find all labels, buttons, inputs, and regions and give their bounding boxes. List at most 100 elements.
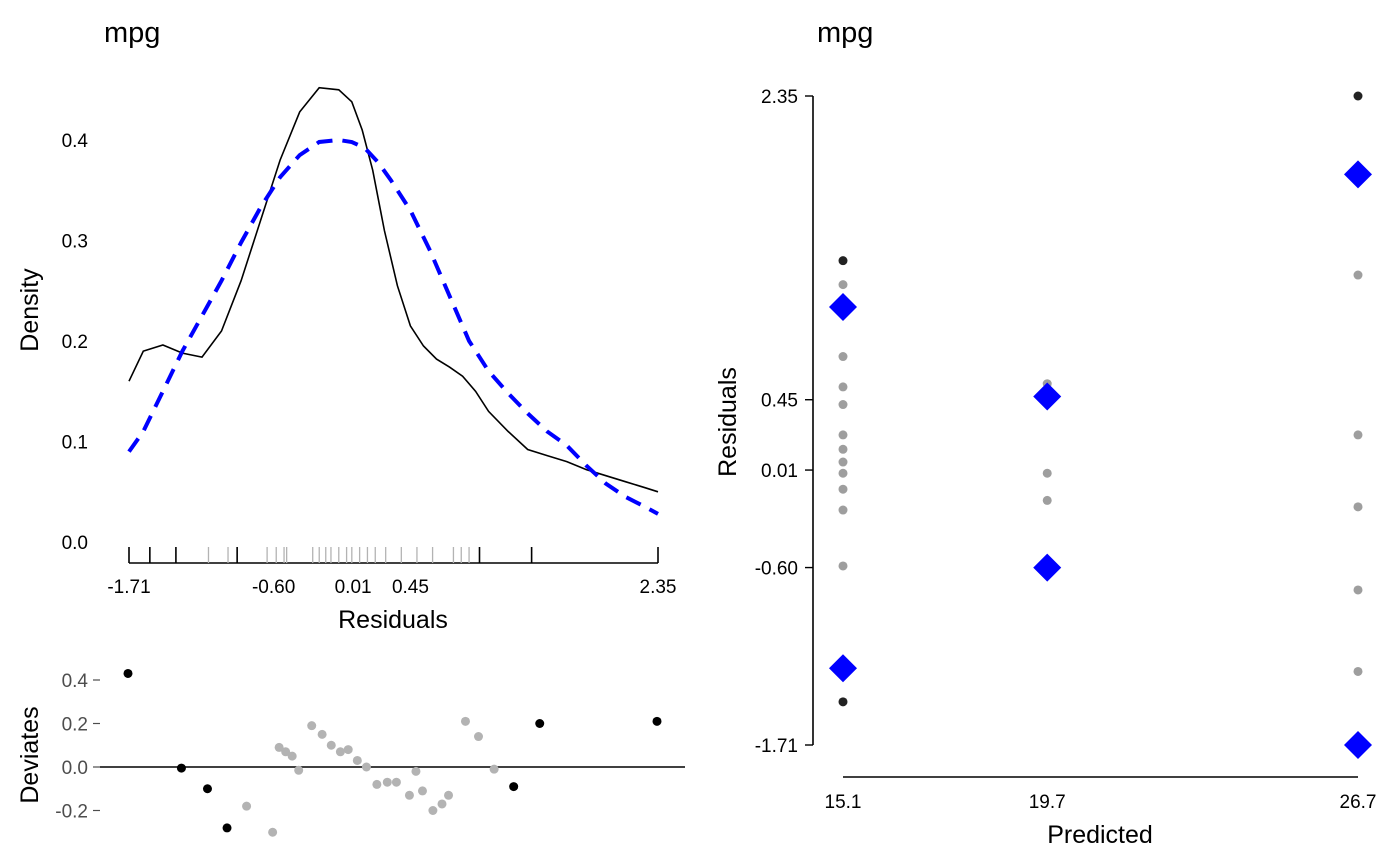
residual-point-grey — [838, 468, 848, 478]
residual-point-grey — [838, 484, 848, 494]
deviates-panel: -0.2 0.0 0.2 0.4 Deviates — [16, 668, 685, 837]
deviates-y-axis: -0.2 0.0 0.2 0.4 — [55, 671, 100, 823]
density-y-label: Density — [16, 268, 44, 352]
deviate-point-grey — [372, 779, 382, 789]
quantile-diamond — [1344, 160, 1372, 189]
deviates-y-tick-label: 0.4 — [62, 671, 89, 692]
quantile-diamond — [829, 654, 857, 683]
deviate-point-grey — [242, 801, 252, 811]
residual-point-grey — [1353, 270, 1363, 280]
deviate-point-grey — [268, 827, 278, 837]
density-rug — [128, 547, 659, 564]
density-y-tick-label: 0.2 — [62, 332, 88, 353]
deviate-point-dark — [176, 763, 186, 773]
residual-point-dark — [838, 697, 848, 707]
residual-point-grey — [838, 352, 848, 362]
residuals-y-tick-label: 0.01 — [761, 461, 798, 482]
residuals-title: mpg — [817, 17, 873, 49]
deviate-point-dark — [509, 782, 519, 792]
deviate-point-grey — [444, 790, 454, 800]
residual-point-grey — [1353, 502, 1363, 512]
quantile-diamond — [1344, 731, 1372, 759]
density-title: mpg — [104, 17, 160, 49]
deviate-point-grey — [417, 786, 427, 796]
density-panel: mpg 0.0 0.1 0.2 0.3 0.4 -1.71 -0.60 0.01 0.45 2.… — [16, 17, 676, 634]
deviate-point-grey — [307, 721, 317, 731]
residual-point-grey — [1353, 666, 1363, 676]
residuals-y-tick-label: 2.35 — [761, 87, 798, 108]
deviate-point-grey — [404, 790, 414, 800]
density-y-axis: 0.0 0.1 0.2 0.3 0.4 — [62, 131, 89, 554]
residuals-x-axis: 15.1 19.7 26.7 — [825, 792, 1377, 813]
residuals-x-label: Predicted — [1047, 821, 1153, 849]
deviates-y-tick-label: -0.2 — [55, 802, 88, 823]
deviate-point-grey — [382, 777, 392, 787]
density-x-label: Residuals — [338, 606, 448, 634]
residual-point-grey — [838, 457, 848, 467]
deviate-point-grey — [411, 766, 421, 776]
residuals-panel: mpg -1.71-0.600.010.452.35 15.1 19.7 26.7 … — [714, 17, 1376, 849]
deviate-point-dark — [535, 719, 545, 728]
kernel-density-line — [128, 86, 659, 493]
density-x-tick-label: -1.71 — [107, 577, 150, 598]
residuals-y-tick-label: -1.71 — [755, 736, 798, 757]
deviate-point-grey — [294, 765, 304, 775]
quantile-diamond — [829, 293, 857, 322]
deviates-y-tick-label: 0.2 — [62, 715, 88, 736]
deviate-point-dark — [652, 716, 662, 726]
density-y-tick-label: 0.4 — [62, 131, 89, 152]
deviate-point-grey — [473, 732, 483, 742]
density-curves — [127, 86, 659, 516]
residual-point-grey — [1042, 468, 1052, 478]
deviate-point-grey — [428, 806, 438, 815]
residual-point-dark — [1353, 91, 1363, 101]
residuals-x-tick-label: 26.7 — [1340, 792, 1377, 813]
deviate-point-grey — [391, 777, 401, 787]
density-y-tick-label: 0.3 — [62, 232, 88, 253]
deviate-point-grey — [335, 747, 345, 757]
residual-point-grey — [838, 280, 848, 290]
deviate-point-grey — [287, 751, 297, 761]
deviate-point-grey — [437, 799, 447, 809]
quantile-diamond — [1033, 553, 1062, 582]
residual-point-grey — [1353, 585, 1363, 595]
deviate-point-dark — [202, 784, 212, 794]
quantile-diamond — [1033, 382, 1062, 411]
residuals-points — [829, 91, 1372, 759]
deviate-point-grey — [326, 740, 336, 750]
deviate-point-grey — [343, 745, 353, 755]
density-x-tick-label: 0.45 — [392, 577, 429, 598]
deviate-point-grey — [274, 742, 284, 752]
residuals-y-axis: -1.71 -0.60 0.01 0.45 2.35 — [755, 87, 813, 757]
deviate-point-grey — [489, 764, 499, 774]
deviate-point-dark — [222, 823, 232, 833]
deviate-point-grey — [460, 716, 470, 726]
residuals-x-tick-label: 15.1 — [825, 792, 862, 813]
deviates-y-label: Deviates — [16, 706, 44, 803]
residuals-y-tick-label: -0.60 — [755, 559, 798, 580]
deviate-point-grey — [317, 729, 327, 739]
deviate-point-grey — [281, 747, 291, 757]
residuals-x-tick-label: 19.7 — [1029, 792, 1066, 813]
residual-point-grey — [1042, 495, 1052, 505]
residual-point-grey — [838, 561, 848, 571]
residual-point-grey — [838, 444, 848, 454]
residual-point-grey — [838, 505, 848, 515]
density-x-tick-label: 0.01 — [335, 577, 372, 598]
deviates-y-tick-label: 0.0 — [62, 758, 88, 779]
residual-point-grey — [1353, 430, 1363, 440]
deviate-point-grey — [361, 762, 371, 772]
density-x-axis: -1.71 -0.60 0.01 0.45 2.35 — [107, 577, 676, 598]
deviate-point-dark — [123, 668, 133, 678]
residual-point-grey — [838, 382, 848, 392]
density-x-tick-label: -0.60 — [252, 577, 295, 598]
residuals-y-label: Residuals — [714, 367, 742, 477]
density-x-tick-label: 2.35 — [640, 577, 677, 598]
residual-point-dark — [838, 256, 848, 266]
deviates-points — [123, 668, 662, 837]
density-y-tick-label: 0.1 — [62, 433, 88, 454]
density-y-tick-label: 0.0 — [62, 533, 88, 554]
residual-point-grey — [838, 430, 848, 440]
residual-point-grey — [838, 400, 848, 410]
